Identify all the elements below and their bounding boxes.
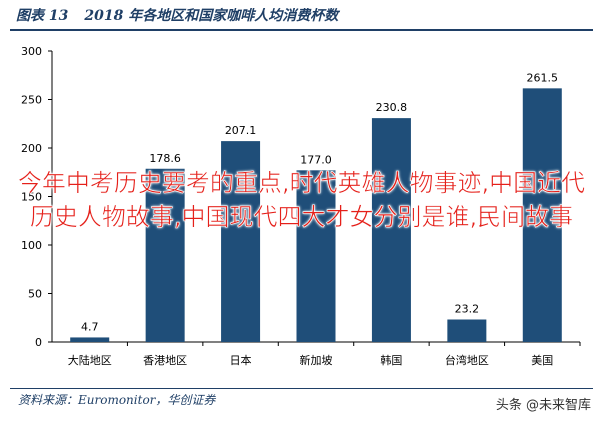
x-tick-label: 香港地区 (143, 354, 187, 367)
chart-bars: 4.7 大陆地区 178.6 香港地区 207.1 日本 177.0 新加坡 230.8 韩国 23… (68, 71, 581, 367)
source-note: 资料来源：Euromonitor，华创证券 (18, 393, 216, 407)
overlay-headline: 今年中考历史要考的重点,时代英雄人物事迹,中国近代历史人物故事,中国现代四大才女… (17, 169, 586, 232)
chart-title: 2018 年各地区和国家咖啡人均消费杯数 (84, 8, 339, 24)
figure-label: 图表 13 (16, 8, 69, 24)
bar (70, 337, 110, 342)
chart-axes: 0 50 100 150 200 250 300 (21, 45, 580, 349)
data-label: 4.7 (81, 320, 99, 333)
bar (296, 170, 336, 342)
footer-divider (10, 388, 593, 389)
bar (221, 141, 261, 342)
x-tick-label: 美国 (531, 354, 553, 367)
watermark-badge: 头条 @未来智库 (495, 398, 591, 413)
y-tick-label: 0 (35, 336, 42, 349)
bar (145, 168, 185, 342)
y-tick-label: 150 (21, 191, 42, 204)
x-tick-label: 新加坡 (300, 353, 333, 367)
y-tick-label: 250 (21, 94, 42, 107)
header-divider (10, 29, 593, 31)
bar (447, 319, 487, 342)
y-tick-label: 100 (21, 239, 42, 252)
figure-header: 图表 13 2018 年各地区和国家咖啡人均消费杯数 (0, 0, 603, 30)
y-tick-label: 300 (21, 45, 42, 58)
data-label: 177.0 (300, 153, 332, 166)
x-tick-label: 大陆地区 (68, 353, 112, 367)
data-label: 207.1 (225, 124, 257, 137)
bar (522, 88, 562, 342)
data-label: 261.5 (527, 71, 559, 84)
x-tick-label: 韩国 (380, 353, 402, 367)
bar (371, 118, 411, 343)
bar-chart: 0 50 100 150 200 250 300 4.7 大陆地区 178.6 香港地区 207.1… (21, 45, 581, 367)
data-label: 230.8 (376, 101, 408, 114)
data-label: 23.2 (455, 302, 480, 315)
y-tick-label: 50 (28, 288, 42, 301)
x-tick-label: 台湾地区 (445, 353, 489, 367)
x-tick-label: 日本 (230, 353, 252, 367)
data-label: 178.6 (149, 152, 181, 165)
y-tick-label: 200 (21, 142, 42, 155)
